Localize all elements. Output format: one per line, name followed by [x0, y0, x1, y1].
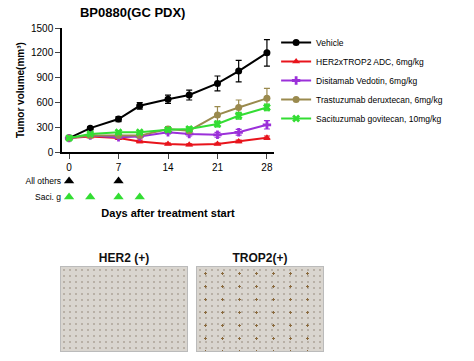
svg-text:Vehicle: Vehicle [316, 38, 344, 48]
svg-text:Disitamab Vedotin, 6mg/kg: Disitamab Vedotin, 6mg/kg [316, 76, 417, 86]
svg-text:600: 600 [37, 97, 54, 108]
svg-text:1500: 1500 [31, 23, 54, 34]
svg-text:Days after treatment start: Days after treatment start [101, 207, 235, 219]
svg-text:1200: 1200 [31, 47, 54, 58]
svg-text:Tumor volume(mm³): Tumor volume(mm³) [16, 42, 27, 138]
svg-text:BP0880(GC PDX): BP0880(GC PDX) [80, 5, 185, 20]
svg-text:300: 300 [37, 122, 54, 133]
svg-text:0: 0 [48, 147, 54, 158]
html-text:HER2 (+): HER2 (+) [98, 251, 150, 265]
html-text:TROP2(+): TROP2(+) [232, 251, 288, 265]
svg-text:28: 28 [261, 162, 273, 173]
svg-text:Saci. g: Saci. g [35, 192, 61, 202]
svg-text:14: 14 [162, 162, 174, 173]
svg-text:900: 900 [37, 72, 54, 83]
svg-text:All others: All others [26, 176, 61, 186]
svg-text:21: 21 [212, 162, 224, 173]
svg-text:0: 0 [66, 162, 72, 173]
svg-text:Sacituzumab govitecan, 10mg/kg: Sacituzumab govitecan, 10mg/kg [316, 114, 441, 124]
svg-text:HER2xTROP2 ADC, 6mg/kg: HER2xTROP2 ADC, 6mg/kg [316, 57, 424, 67]
svg-text:7: 7 [116, 162, 122, 173]
svg-text:Trastuzumab deruxtecan, 6mg/kg: Trastuzumab deruxtecan, 6mg/kg [316, 95, 443, 105]
